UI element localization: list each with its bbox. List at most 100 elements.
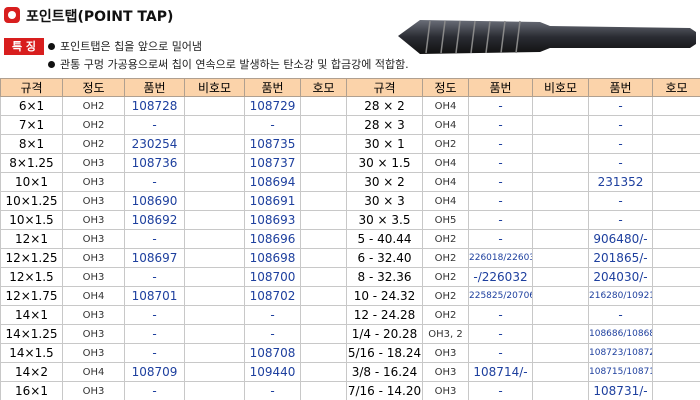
empty-cell — [184, 115, 245, 135]
row: 14×1 OH3- - — [0, 305, 347, 325]
part-number: 108691 — [244, 191, 301, 211]
row: 12 - 24.28 OH2- - — [346, 305, 700, 325]
column-header: 호모 — [300, 78, 347, 97]
empty-cell — [184, 229, 245, 249]
part-number: - — [244, 324, 301, 344]
size: 28 × 3 — [346, 115, 423, 135]
row: 16×1 OH3- - — [0, 381, 347, 400]
grade: OH3 — [422, 362, 469, 382]
grade: OH5 — [422, 210, 469, 230]
part-number: 108696 — [244, 229, 301, 249]
row: 10×1.5 OH3 108692 108693 — [0, 210, 347, 230]
part-number: - — [124, 267, 185, 287]
feature: 관통 구멍 가공용으로써 칩이 연속으로 발생하는 탄소강 및 합금강에 적합함… — [48, 56, 409, 72]
row: 14×2 OH4 108709 109440 — [0, 362, 347, 382]
empty-cell — [184, 191, 245, 211]
part-number: - — [588, 115, 653, 135]
column-header: 품번 — [124, 78, 185, 97]
row: 10×1 OH3- 108694 — [0, 172, 347, 192]
size: 12×1 — [0, 229, 63, 249]
column-header: 정도 — [422, 78, 469, 97]
grade: OH4 — [62, 286, 125, 306]
grade: OH2 — [422, 134, 469, 154]
size: 8×1 — [0, 134, 63, 154]
grade: OH2 — [422, 305, 469, 325]
grade: OH3 — [62, 324, 125, 344]
title: 포인트탭(POINT TAP) — [26, 9, 174, 25]
empty-cell — [300, 210, 347, 230]
empty-cell — [652, 305, 700, 325]
grade: OH4 — [62, 362, 125, 382]
size: 30 × 3.5 — [346, 210, 423, 230]
part-number: - — [588, 134, 653, 154]
column-header: 규격 — [346, 78, 423, 97]
empty-cell — [184, 286, 245, 306]
row: 30 × 2 OH4- 231352 — [346, 172, 700, 192]
part-number: 108698 — [244, 248, 301, 268]
part-number: - — [468, 191, 533, 211]
row: 14×1.25 OH3- - — [0, 324, 347, 344]
size: 7×1 — [0, 115, 63, 135]
column-header: 규격 — [0, 78, 63, 97]
empty-cell — [300, 286, 347, 306]
part-number: - — [124, 172, 185, 192]
column-header: 품번 — [588, 78, 653, 97]
part-number: - — [468, 134, 533, 154]
size: 5 - 40.44 — [346, 229, 423, 249]
empty-cell — [300, 305, 347, 325]
empty-cell — [300, 362, 347, 382]
part-number: 216280/109211 — [588, 286, 653, 306]
grade: OH3 — [62, 210, 125, 230]
empty-cell — [184, 381, 245, 400]
row: 5 - 40.44 OH2- 906480/- — [346, 229, 700, 249]
empty-cell — [184, 324, 245, 344]
row: 30 × 1.5 OH4- - — [346, 153, 700, 173]
grade: OH4 — [422, 96, 469, 116]
part-number: - — [588, 96, 653, 116]
empty-cell — [532, 172, 589, 192]
part-number: - — [244, 305, 301, 325]
empty-cell — [532, 191, 589, 211]
empty-cell — [652, 153, 700, 173]
size: 12 - 24.28 — [346, 305, 423, 325]
spec-table: 규격 정도 품번 비호모 품번 호모 6×1 OH2 108728 108729 7×1 OH2- -8… — [0, 78, 347, 400]
grade: OH3 — [62, 172, 125, 192]
part-number: - — [124, 343, 185, 363]
part-number: - — [124, 305, 185, 325]
part-number: 108735 — [244, 134, 301, 154]
part-number: 108700 — [244, 267, 301, 287]
column-header: 품번 — [468, 78, 533, 97]
empty-cell — [532, 324, 589, 344]
part-number: -/226032 — [468, 267, 533, 287]
row: 7×1 OH2- - — [0, 115, 347, 135]
empty-cell — [300, 153, 347, 173]
row: 12×1.5 OH3- 108700 — [0, 267, 347, 287]
part-number: 108692 — [124, 210, 185, 230]
row: 10×1.25 OH3 108690 108691 — [0, 191, 347, 211]
row: 30 × 1 OH2- - — [346, 134, 700, 154]
empty-cell — [532, 381, 589, 400]
grade: OH4 — [422, 191, 469, 211]
empty-cell — [300, 191, 347, 211]
empty-cell — [532, 153, 589, 173]
grade: OH3 — [62, 229, 125, 249]
part-number: - — [588, 153, 653, 173]
part-number: - — [468, 343, 533, 363]
size: 12×1.75 — [0, 286, 63, 306]
size: 10×1.25 — [0, 191, 63, 211]
column-header: 비호모 — [184, 78, 245, 97]
empty-cell — [300, 172, 347, 192]
empty-cell — [532, 134, 589, 154]
empty-cell — [184, 172, 245, 192]
empty-cell — [300, 229, 347, 249]
empty-cell — [532, 305, 589, 325]
empty-cell — [532, 229, 589, 249]
empty-cell — [652, 381, 700, 400]
size: 10×1.5 — [0, 210, 63, 230]
empty-cell — [532, 96, 589, 116]
part-number: - — [468, 324, 533, 344]
empty-cell — [184, 362, 245, 382]
